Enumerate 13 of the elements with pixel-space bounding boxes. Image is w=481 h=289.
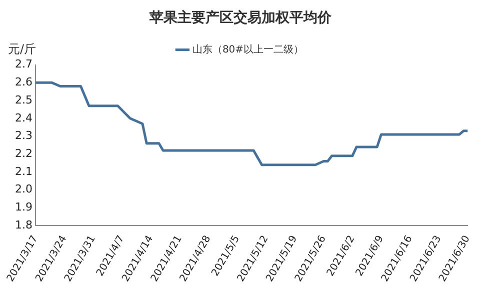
y-tick-label: 2.6 bbox=[14, 76, 32, 89]
y-tick-label: 1.8 bbox=[14, 218, 32, 232]
y-tick-label: 2.4 bbox=[14, 111, 32, 124]
chart-title: 苹果主要产区交易加权平均价 bbox=[148, 9, 332, 26]
y-tick-label: 2.0 bbox=[14, 182, 32, 196]
legend-label: 山东（80#以上一二级） bbox=[192, 43, 304, 56]
y-tick-label: 2.7 bbox=[14, 58, 32, 71]
y-axis-title: 元/斤 bbox=[8, 42, 36, 56]
y-tick-label: 2.3 bbox=[14, 129, 32, 142]
y-tick-label: 2.5 bbox=[14, 93, 32, 106]
y-tick-label: 2.1 bbox=[14, 164, 32, 178]
y-tick-label: 2.2 bbox=[14, 146, 32, 160]
y-tick-label: 1.9 bbox=[14, 200, 32, 214]
